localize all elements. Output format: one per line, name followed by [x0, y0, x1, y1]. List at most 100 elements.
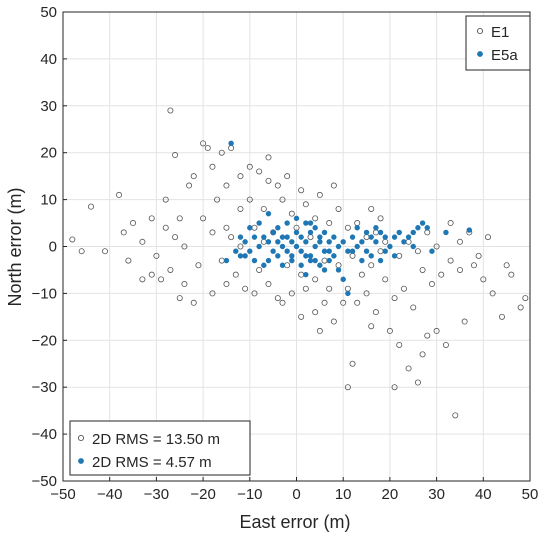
point-e1: [312, 276, 319, 283]
point-e1: [414, 248, 421, 255]
point-e1: [242, 285, 249, 292]
point-e1: [522, 295, 529, 302]
point-e5a: [373, 225, 379, 231]
point-e1: [172, 234, 179, 241]
x-tick-label: −30: [144, 486, 169, 503]
point-e1: [442, 341, 449, 348]
point-e1: [237, 173, 244, 180]
point-e5a: [247, 248, 253, 254]
point-e5a: [345, 248, 351, 254]
point-e1: [200, 215, 207, 222]
point-e1: [410, 304, 417, 311]
point-e5a: [405, 234, 412, 240]
point-e5a: [265, 210, 272, 217]
point-e1: [237, 205, 244, 212]
point-e5a: [237, 234, 244, 240]
point-e5a: [242, 253, 248, 259]
point-e5a: [251, 234, 258, 240]
point-e5a: [326, 239, 332, 245]
data-points: [69, 107, 529, 419]
point-e1: [475, 252, 482, 259]
point-e5a: [391, 234, 398, 240]
point-e5a: [349, 234, 356, 240]
point-e1: [391, 384, 398, 391]
legend-e5a-label: E5a: [491, 47, 518, 64]
point-e1: [153, 252, 160, 259]
x-tick-label: −50: [50, 486, 75, 503]
y-tick-label: 20: [40, 145, 57, 162]
rms-e5a-marker: [78, 458, 84, 464]
point-e5a: [279, 243, 286, 250]
point-e5a: [321, 248, 328, 254]
point-e1: [456, 238, 463, 245]
point-e1: [279, 299, 286, 306]
point-e1: [517, 304, 524, 311]
point-e1: [498, 313, 505, 320]
point-e1: [484, 234, 491, 241]
point-e1: [447, 257, 454, 264]
point-e5a: [415, 225, 421, 231]
point-e1: [167, 266, 174, 273]
point-e1: [400, 285, 407, 292]
point-e1: [274, 295, 281, 302]
point-e1: [172, 152, 179, 159]
point-e1: [382, 276, 389, 283]
y-tick-label: −20: [32, 332, 57, 349]
point-e5a: [256, 220, 262, 226]
point-e5a: [312, 225, 318, 231]
point-e5a: [265, 257, 272, 264]
point-e5a: [359, 257, 365, 264]
point-e5a: [331, 253, 337, 259]
point-e1: [372, 309, 379, 316]
point-e1: [148, 215, 155, 222]
point-e5a: [317, 234, 323, 240]
point-e1: [405, 365, 412, 372]
y-tick-label: −50: [32, 473, 57, 490]
point-e1: [354, 299, 361, 306]
point-e1: [452, 412, 459, 419]
point-e1: [200, 140, 207, 147]
y-tick-label: 50: [40, 4, 57, 21]
point-e5a: [326, 257, 332, 264]
point-e1: [298, 313, 305, 320]
point-e5a: [377, 229, 384, 236]
y-axis-label: North error (m): [5, 187, 25, 306]
point-e5a: [312, 243, 318, 250]
point-e5a: [363, 229, 370, 236]
y-tick-label: 10: [40, 192, 57, 209]
point-e1: [186, 182, 193, 189]
point-e1: [139, 276, 146, 283]
y-tick-label: −10: [32, 285, 57, 302]
point-e5a: [289, 239, 295, 245]
point-e1: [237, 243, 244, 250]
point-e1: [433, 243, 440, 250]
point-e1: [228, 234, 235, 241]
point-e5a: [303, 253, 309, 259]
point-e5a: [233, 248, 239, 254]
point-e1: [190, 299, 197, 306]
x-tick-label: 50: [522, 486, 539, 503]
point-e1: [363, 290, 370, 297]
point-e1: [316, 327, 323, 334]
point-e1: [349, 360, 356, 367]
point-e5a: [256, 243, 262, 250]
point-e1: [386, 327, 393, 334]
point-e1: [148, 271, 155, 278]
point-e1: [214, 196, 221, 203]
point-e5a: [303, 239, 309, 245]
point-e5a: [382, 248, 388, 254]
point-e5a: [298, 262, 304, 268]
point-e5a: [340, 276, 346, 283]
point-e5a: [321, 267, 328, 273]
point-e1: [419, 351, 426, 358]
point-e1: [223, 182, 230, 189]
point-e5a: [284, 220, 290, 226]
point-e1: [368, 205, 375, 212]
x-tick-label: −20: [190, 486, 215, 503]
point-e5a: [387, 243, 393, 250]
point-e1: [265, 154, 272, 161]
point-e5a: [368, 234, 374, 240]
point-e5a: [354, 243, 360, 250]
point-e5a: [307, 257, 314, 264]
point-e5a: [410, 229, 416, 236]
